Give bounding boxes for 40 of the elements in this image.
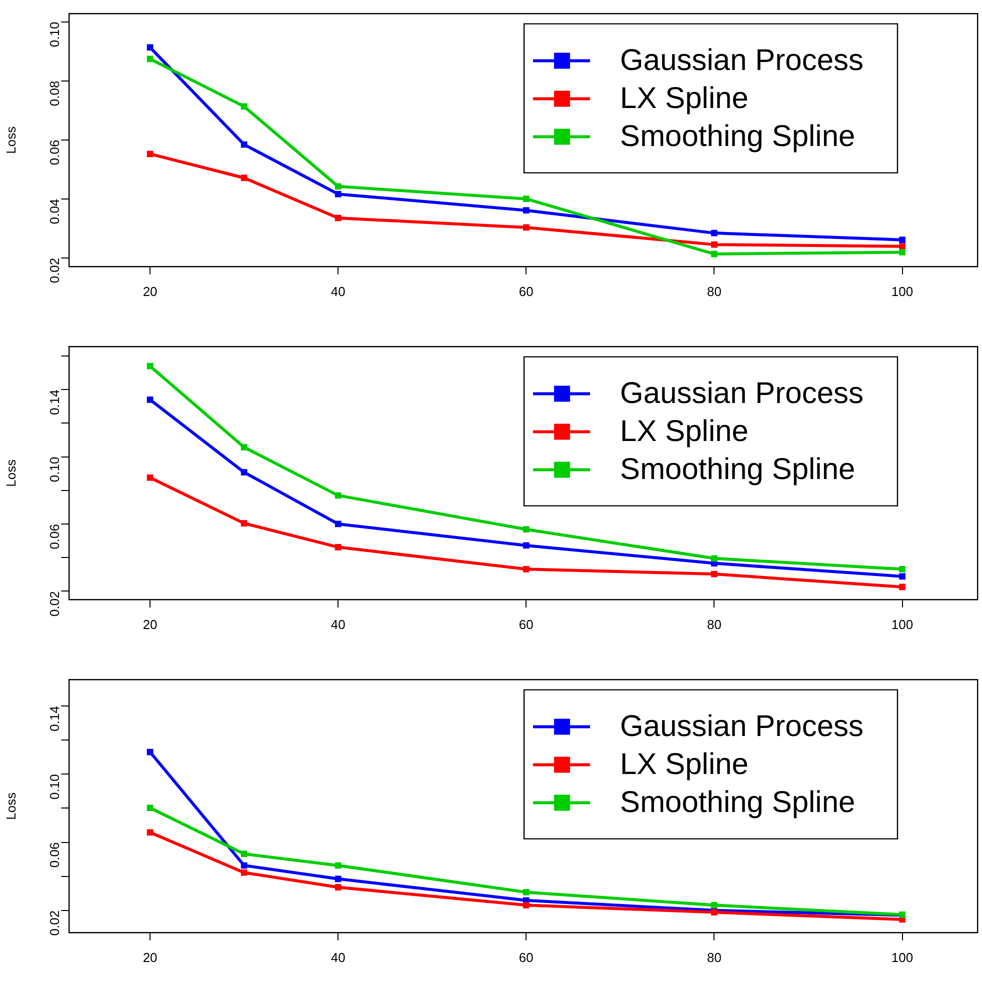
- legend-label: LX Spline: [620, 415, 748, 448]
- x-tick-label: 20: [142, 616, 158, 632]
- y-axis-title: Loss: [3, 458, 18, 487]
- y-tick-label: 0.06: [46, 842, 62, 868]
- y-axis-title: Loss: [3, 126, 18, 154]
- y-tick-label: 0.02: [46, 910, 62, 936]
- y-axis-title: Loss: [3, 792, 18, 820]
- legend-label: LX Spline: [620, 748, 748, 782]
- legend-label: Gaussian Process: [620, 710, 864, 744]
- x-tick-label: 60: [518, 284, 534, 299]
- x-tick-label: 40: [330, 950, 346, 965]
- y-tick-label: 0.06: [46, 140, 62, 166]
- x-tick-label: 100: [891, 616, 914, 632]
- x-tick-label: 80: [706, 616, 722, 632]
- x-tick-label: 40: [330, 616, 346, 632]
- x-tick-label: 60: [518, 616, 534, 632]
- legend-label: Smoothing Spline: [620, 120, 856, 154]
- y-tick-label: 0.04: [46, 198, 62, 224]
- x-tick-label: 20: [142, 950, 158, 965]
- x-tick-label: 80: [706, 284, 722, 299]
- legend-label: Smoothing Spline: [620, 786, 856, 820]
- legend-label: Smoothing Spline: [620, 453, 856, 486]
- y-tick-label: 0.14: [46, 706, 62, 732]
- y-tick-label: 0.14: [46, 390, 62, 415]
- x-tick-label: 20: [142, 284, 158, 299]
- y-tick-label: 0.08: [46, 80, 62, 106]
- y-tick-label: 0.10: [46, 456, 62, 482]
- x-tick-label: 40: [330, 284, 346, 299]
- y-tick-label: 0.10: [46, 774, 62, 800]
- y-tick-label: 0.10: [46, 22, 62, 48]
- y-tick-label: 0.02: [46, 591, 62, 616]
- legend-label: LX Spline: [620, 82, 748, 116]
- y-tick-label: 0.02: [46, 258, 62, 284]
- legend-label: Gaussian Process: [620, 44, 864, 78]
- legend-label: Gaussian Process: [620, 377, 864, 410]
- y-tick-label: 0.06: [46, 524, 62, 550]
- x-tick-label: 100: [891, 284, 914, 299]
- x-tick-label: 80: [706, 950, 722, 965]
- x-tick-label: 100: [891, 950, 914, 965]
- x-tick-label: 60: [518, 950, 534, 965]
